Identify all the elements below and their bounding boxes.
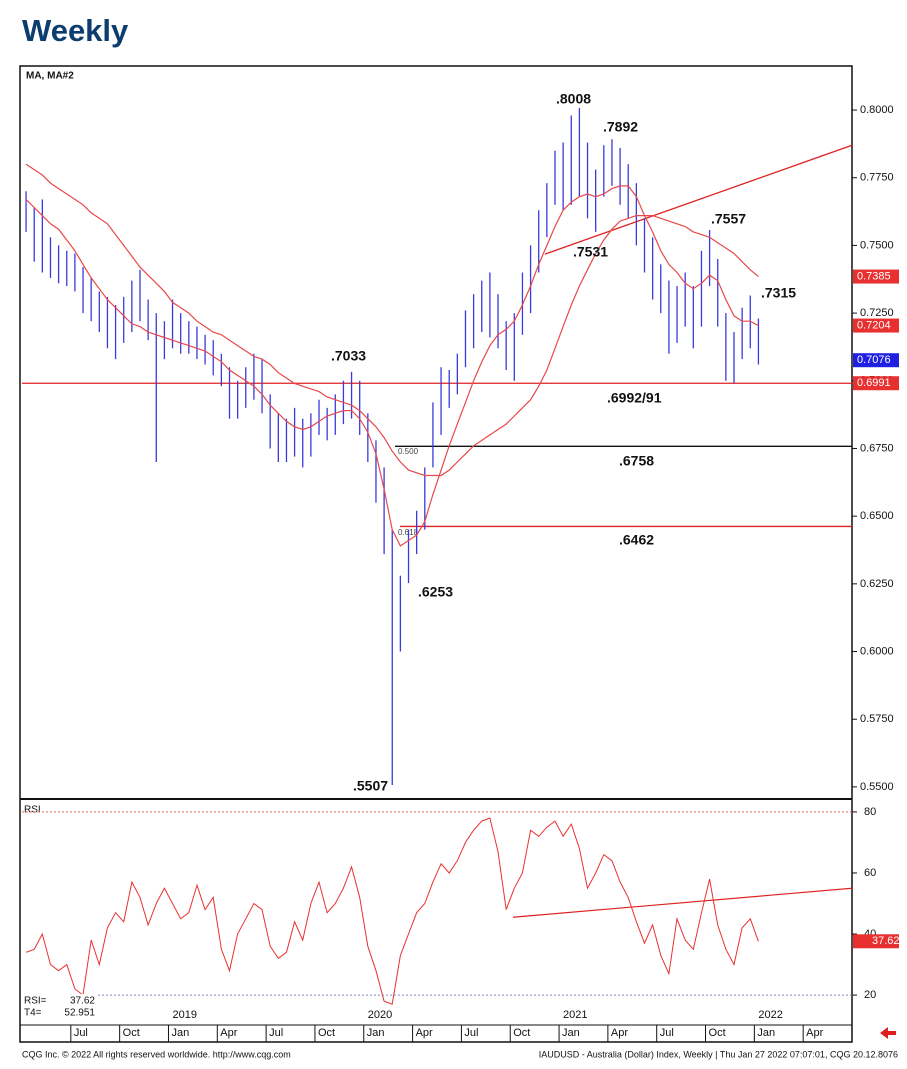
annotation: .6253 (418, 584, 453, 600)
y-tick-label: 0.5750 (860, 713, 894, 725)
rsi-line (25, 817, 759, 1005)
y-tick-label: 0.7750 (860, 172, 894, 184)
trendline (512, 887, 853, 918)
rsi-flag-label: 37.62 (872, 935, 900, 947)
moving-average (25, 185, 759, 547)
readout-value: 37.62 (70, 996, 95, 1007)
x-tick-label: Apr (806, 1027, 823, 1039)
year-label: 2022 (758, 1009, 782, 1021)
x-tick-label: Oct (513, 1027, 530, 1039)
annotation: .6462 (619, 532, 654, 548)
y-tick-label: 0.6750 (860, 442, 894, 454)
y-tick-label: 0.6500 (860, 510, 894, 522)
x-tick-label: Jan (757, 1027, 775, 1039)
x-tick-label: Jan (562, 1027, 580, 1039)
price-flag (853, 353, 899, 368)
chart-title: Weekly (22, 13, 129, 48)
annotation: .6992/91 (607, 390, 662, 406)
moving-average (25, 163, 759, 477)
x-tick-label: Jan (171, 1027, 189, 1039)
rsi-label: RSI (24, 805, 41, 816)
y-tick-label: 60 (864, 867, 876, 879)
y-tick-label: 80 (864, 806, 876, 818)
price-flag-label: 0.6991 (857, 377, 891, 389)
y-tick-label: 0.8000 (860, 104, 894, 116)
readout-label: RSI= (24, 996, 47, 1007)
x-tick-label: Oct (123, 1027, 140, 1039)
year-label: 2021 (563, 1009, 587, 1021)
annotation: .7531 (573, 244, 608, 260)
y-tick-label: 0.7500 (860, 239, 894, 251)
readout-box (22, 994, 98, 1021)
x-tick-label: Jan (367, 1027, 385, 1039)
annotation: .6758 (619, 453, 654, 469)
x-tick-label: Jul (269, 1027, 283, 1039)
fib-label: 0.500 (398, 447, 419, 456)
y-tick-label: 20 (864, 989, 876, 1001)
y-tick-label: 0.6250 (860, 578, 894, 590)
x-tick-label: Apr (220, 1027, 237, 1039)
annotation: .7033 (331, 348, 366, 364)
y-tick-label: 0.7250 (860, 307, 894, 319)
readout-label: T4= (24, 1008, 42, 1019)
price-flag-label: 0.7385 (857, 270, 891, 282)
footer-right: IAUDUSD - Australia (Dollar) Index, Week… (539, 1049, 898, 1059)
price-flag (853, 269, 899, 284)
annotation: .8008 (556, 91, 591, 107)
annotation: .7315 (761, 285, 796, 301)
annotation: .7557 (711, 211, 746, 227)
x-tick-label: Oct (709, 1027, 726, 1039)
year-label: 2020 (368, 1009, 392, 1021)
price-flag (853, 376, 899, 391)
price-flag (853, 318, 899, 333)
trendline (544, 144, 853, 255)
annotation: .5507 (353, 778, 388, 794)
x-tick-label: Oct (318, 1027, 335, 1039)
x-tick-label: Jul (74, 1027, 88, 1039)
legend-text: MA, MA#2 (26, 71, 74, 82)
rsi-flag (853, 934, 899, 949)
annotation: .7892 (603, 119, 638, 135)
frame (19, 65, 853, 1043)
footer-left: CQG Inc. © 2022 All rights reserved worl… (22, 1049, 291, 1059)
year-label: 2019 (172, 1009, 196, 1021)
y-tick-label: 0.5500 (860, 781, 894, 793)
price-flag-label: 0.7076 (857, 354, 891, 366)
x-tick-label: Apr (416, 1027, 433, 1039)
readout-value: 52.951 (64, 1008, 95, 1019)
x-tick-label: Jul (660, 1027, 674, 1039)
x-tick-label: Jul (464, 1027, 478, 1039)
y-tick-label: 0.6000 (860, 645, 894, 657)
scroll-arrow[interactable] (880, 1027, 896, 1039)
x-tick-label: Apr (611, 1027, 628, 1039)
price-flag-label: 0.7204 (857, 319, 891, 331)
